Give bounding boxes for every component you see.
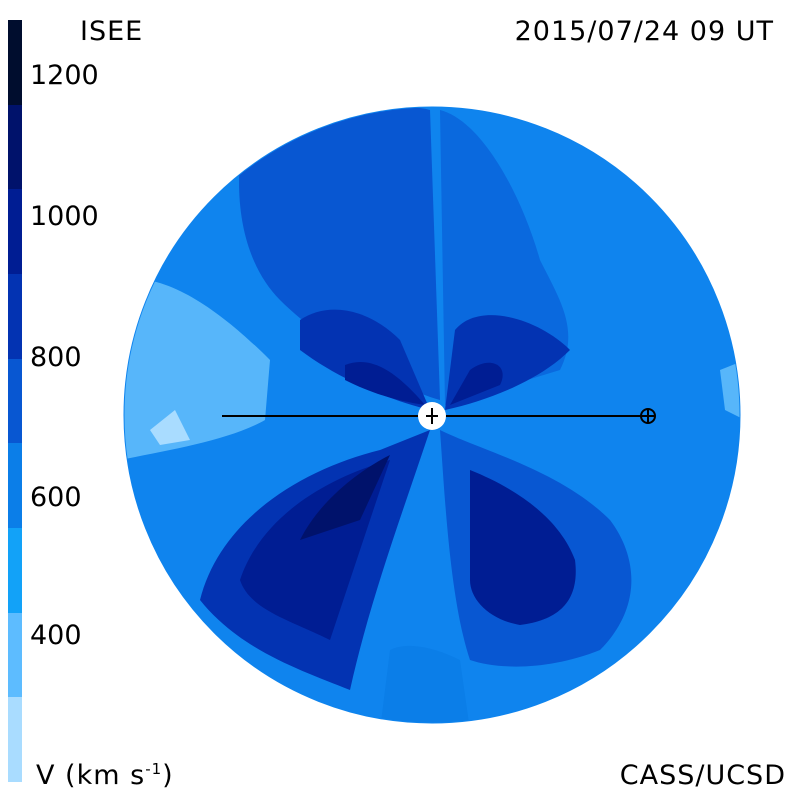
contour-region [300, 455, 390, 540]
colorbar-tick-label: 800 [30, 342, 82, 373]
units-label: V (km s-1) [36, 760, 174, 791]
colorbar-band [8, 697, 22, 783]
contour-region [380, 645, 470, 723]
contour-region [150, 410, 190, 445]
disk-outline [123, 106, 741, 724]
colorbar-band [8, 104, 22, 190]
colorbar-tick-label: 400 [30, 620, 82, 651]
units-exponent: -1 [145, 760, 163, 778]
contour-region [239, 107, 440, 400]
colorbar-band [8, 20, 22, 106]
colorbar-band [8, 528, 22, 614]
contour-region [450, 362, 503, 405]
units-label-close: ) [162, 760, 174, 791]
earth-icon [640, 408, 656, 424]
colorbar-tick-label: 1000 [30, 201, 99, 232]
contour-region [345, 361, 425, 405]
contour-region [470, 470, 576, 625]
colorbar-band [8, 612, 22, 698]
colorbar-tick-label: 600 [30, 482, 82, 513]
colorbar-band [8, 443, 22, 529]
contour-region [124, 278, 270, 460]
colorbar-band [8, 189, 22, 275]
colorbar-band [8, 274, 22, 360]
sun-icon [418, 402, 446, 430]
map-title-left: ISEE [80, 16, 144, 47]
credit-label: CASS/UCSD [619, 760, 786, 791]
units-label-main: V (km s [36, 760, 146, 791]
map-timestamp: 2015/07/24 09 UT [514, 16, 774, 47]
colorbar [8, 20, 22, 783]
colorbar-tick-label: 1200 [30, 60, 99, 91]
colorbar-band [8, 358, 22, 444]
